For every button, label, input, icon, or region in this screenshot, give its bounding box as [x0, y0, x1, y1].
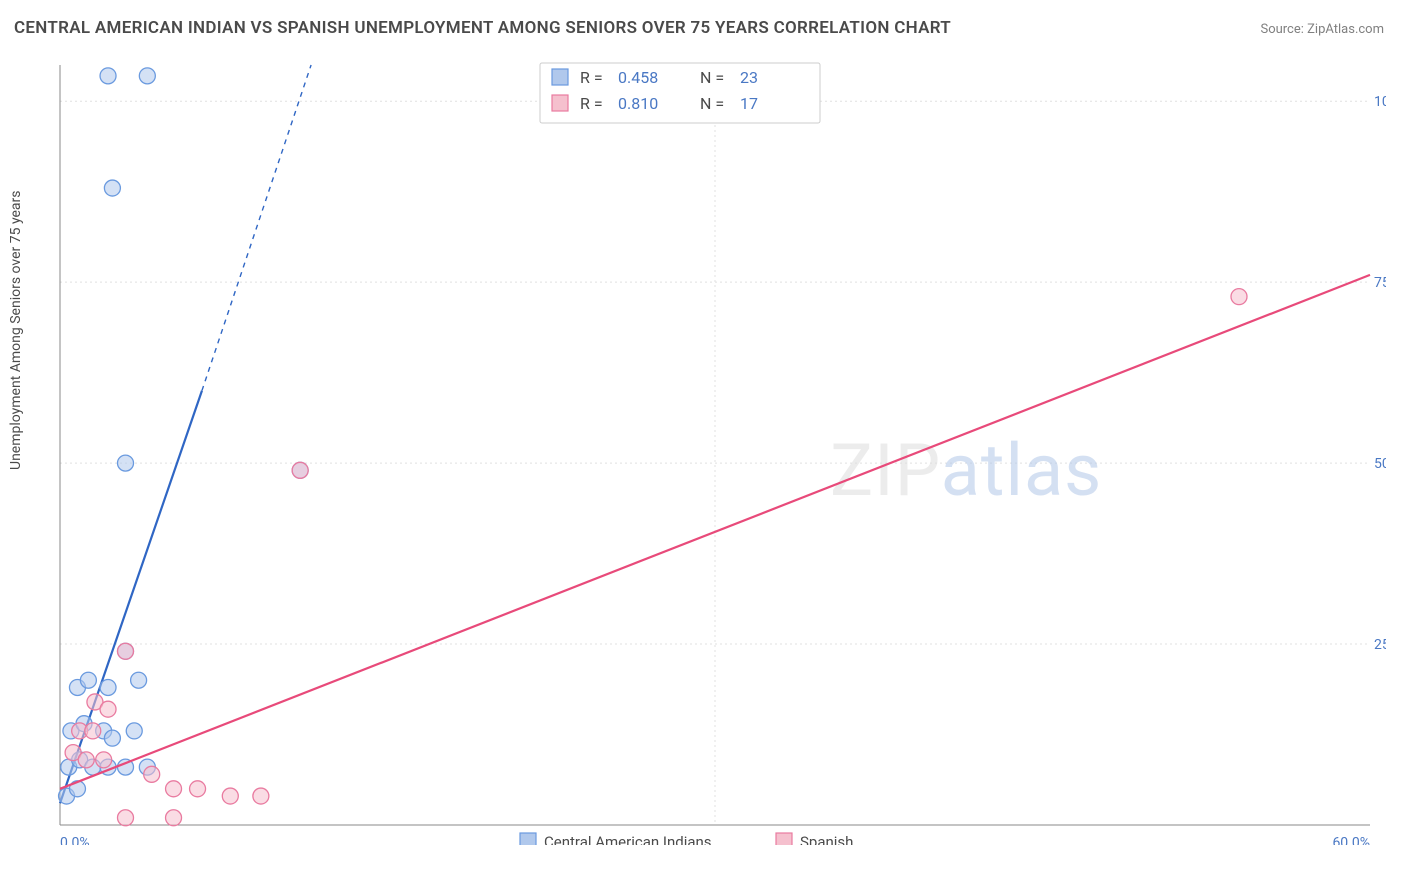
scatter-point [104, 180, 120, 196]
y-tick-label: 100.0% [1374, 94, 1386, 110]
scatter-point [85, 723, 101, 739]
scatter-point [126, 723, 142, 739]
y-tick-label: 25.0% [1374, 637, 1386, 653]
legend-text: 23 [740, 68, 758, 87]
scatter-point [131, 672, 147, 688]
legend-label: Spanish [800, 833, 853, 845]
legend-text: R = [580, 68, 603, 87]
scatter-point [100, 679, 116, 695]
legend-series: Central American Indians Spanish [520, 833, 853, 845]
scatter-point [104, 730, 120, 746]
scatter-point [78, 752, 94, 768]
source-attribution: Source: ZipAtlas.com [1260, 22, 1384, 37]
x-tick-label: 60.0% [1332, 835, 1370, 845]
scatter-point [96, 752, 112, 768]
legend-text: 17 [740, 94, 758, 113]
x-ticks: 0.0% 60.0% [60, 835, 1370, 845]
scatter-point [144, 766, 160, 782]
series-group [59, 65, 1370, 826]
scatter-point [292, 462, 308, 478]
trend-line-dashed [202, 65, 311, 391]
scatter-point [139, 68, 155, 84]
chart-title: CENTRAL AMERICAN INDIAN VS SPANISH UNEMP… [14, 18, 951, 38]
legend-text: N = [700, 68, 724, 87]
legend-text: N = [700, 94, 724, 113]
scatter-point [166, 810, 182, 826]
legend-swatch [520, 833, 536, 845]
y-axis-label: Unemployment Among Seniors over 75 years [8, 191, 24, 471]
legend-text: 0.810 [618, 94, 658, 113]
scatter-point [118, 643, 134, 659]
scatter-point [166, 781, 182, 797]
y-ticks: 25.0% 50.0% 75.0% 100.0% [1374, 94, 1386, 653]
scatter-point [1231, 289, 1247, 305]
legend-swatch [552, 69, 568, 85]
scatter-point [80, 672, 96, 688]
y-tick-label: 50.0% [1374, 456, 1386, 472]
legend-text: R = [580, 94, 603, 113]
scatter-point [222, 788, 238, 804]
legend-swatch [776, 833, 792, 845]
correlation-chart: ZIPatlas 25.0%50.0%75.0%100.0% 0.0%60.0%… [50, 55, 1386, 845]
legend-label: Central American Indians [544, 833, 712, 845]
scatter-point [118, 455, 134, 471]
y-tick-label: 75.0% [1374, 275, 1386, 291]
scatter-point [253, 788, 269, 804]
legend-text: 0.458 [618, 68, 658, 87]
scatter-point [190, 781, 206, 797]
legend-correlation: R = 0.458 N = 23 R = 0.810 N = 17 [540, 63, 820, 123]
x-tick-label: 0.0% [60, 835, 90, 845]
legend-swatch [552, 95, 568, 111]
scatter-point [118, 810, 134, 826]
scatter-point [100, 701, 116, 717]
scatter-point [100, 68, 116, 84]
